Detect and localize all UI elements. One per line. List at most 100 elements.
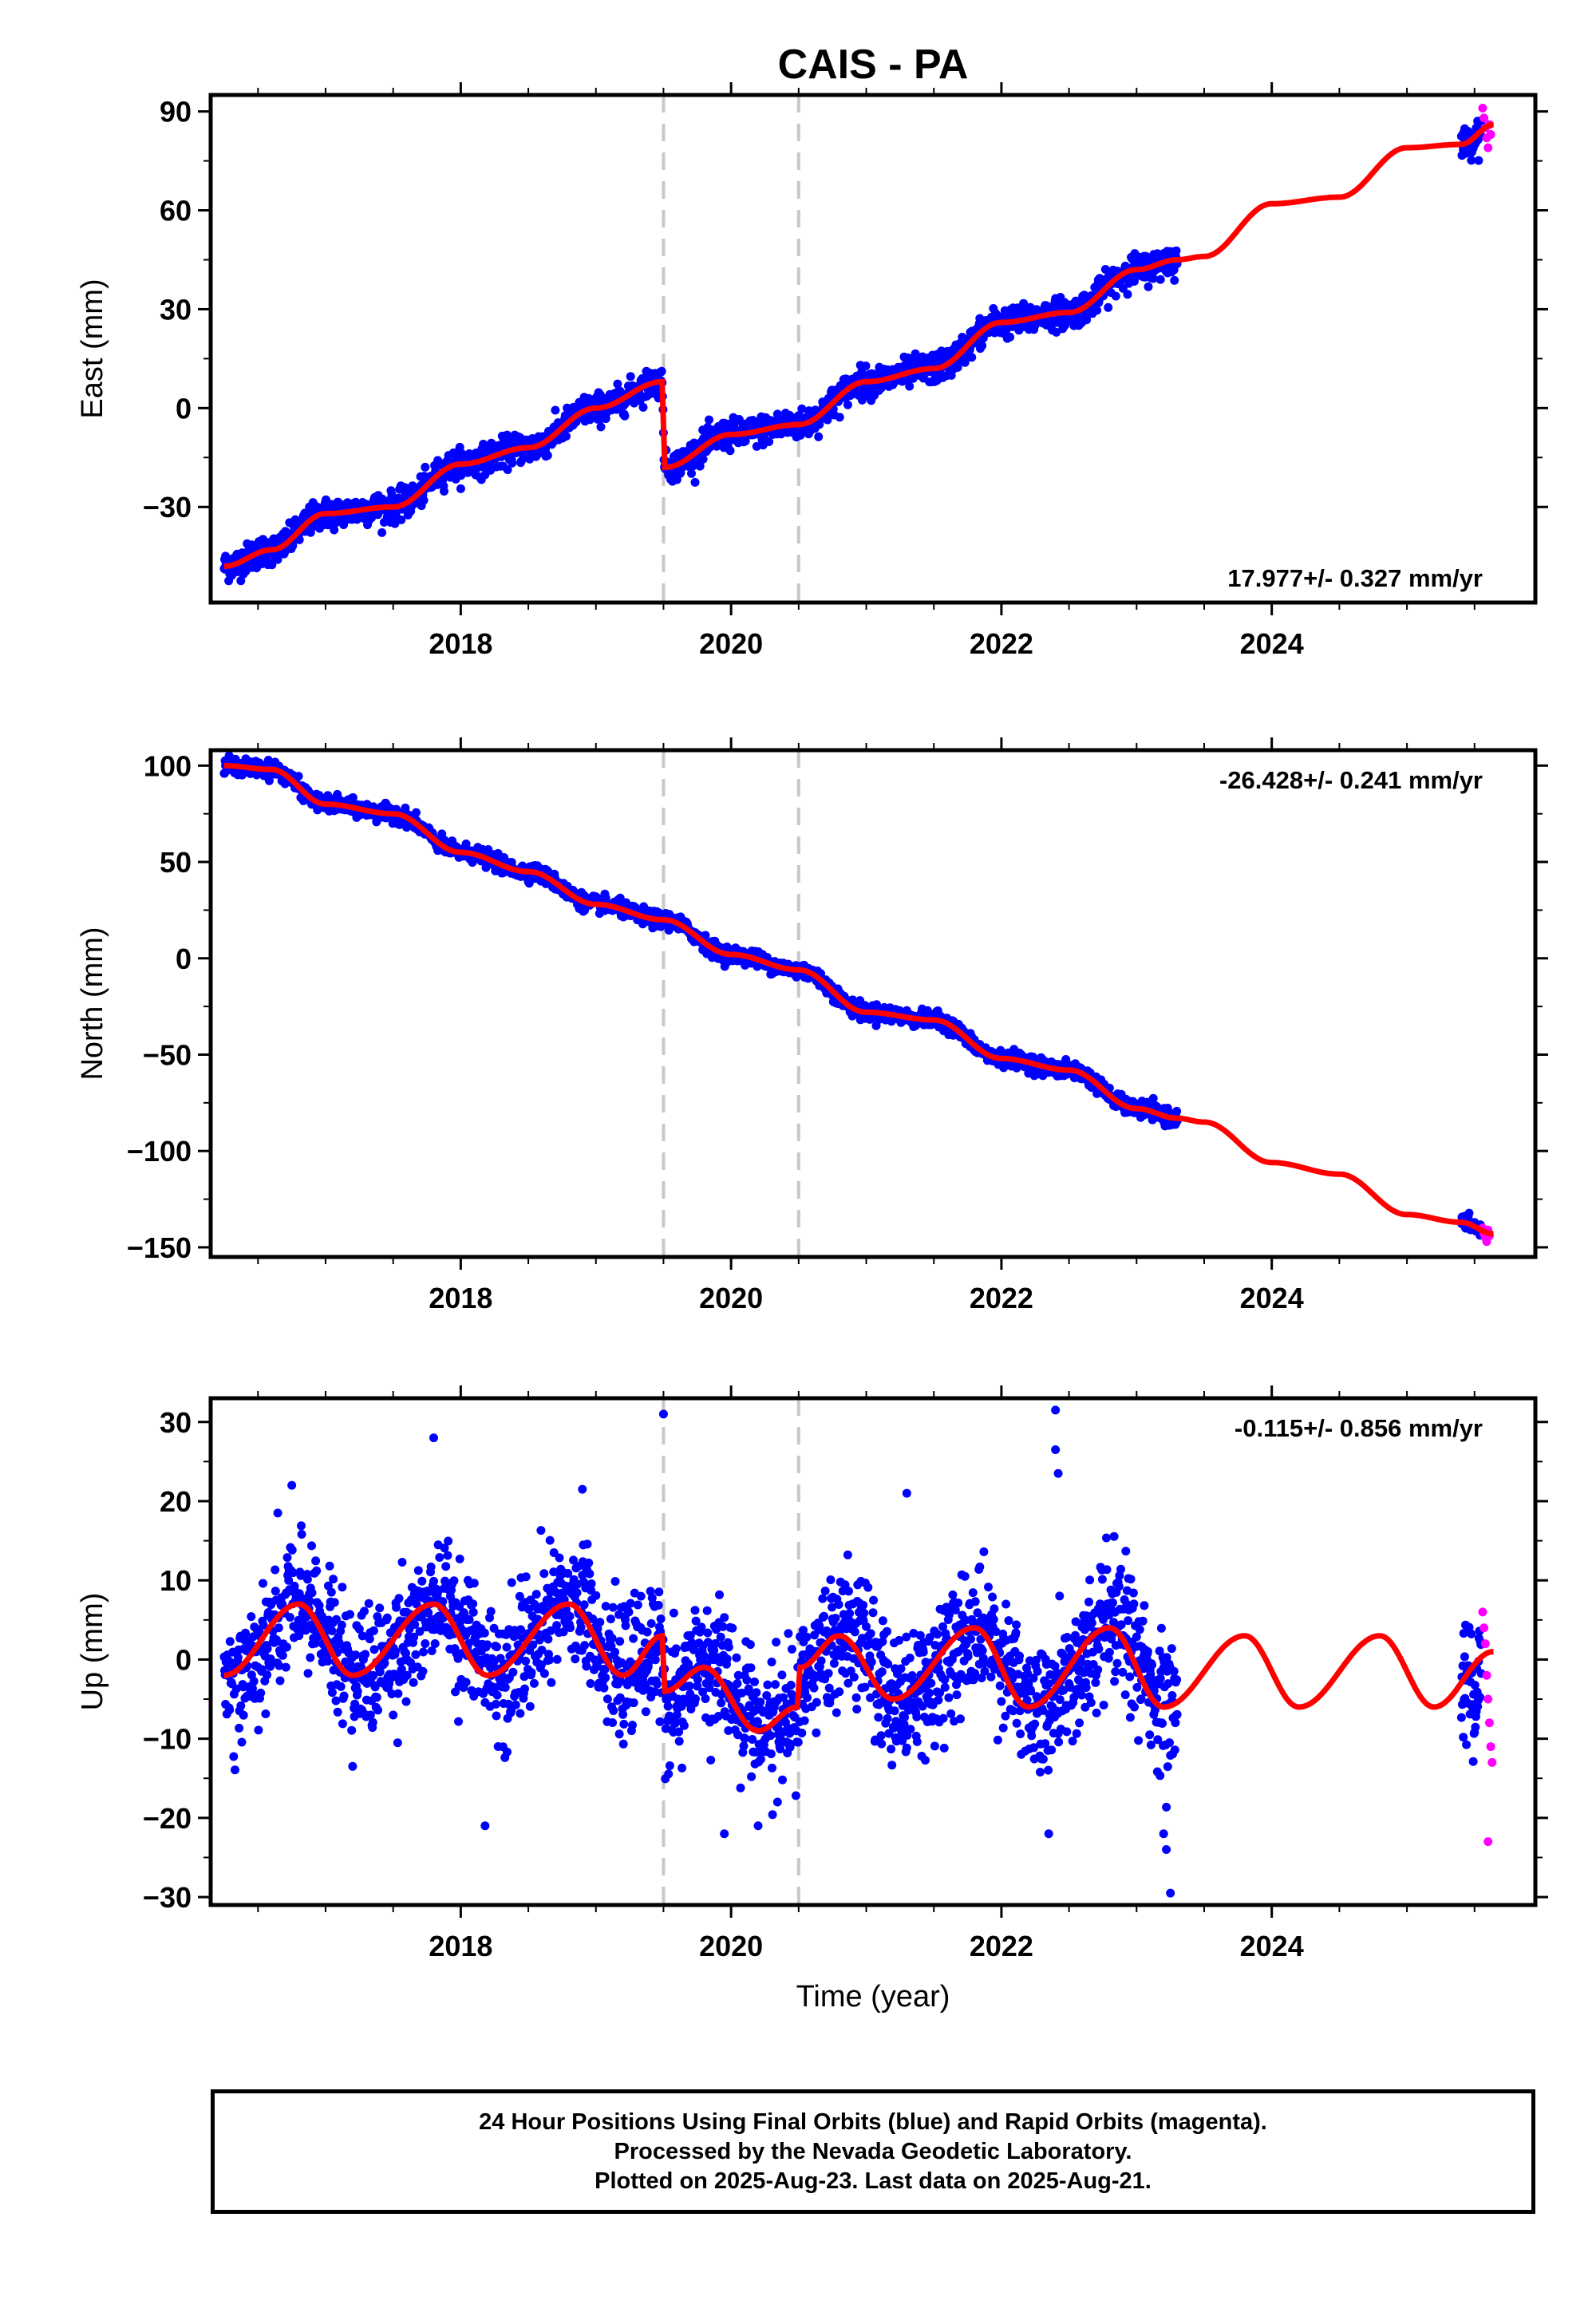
data-point — [1171, 246, 1181, 255]
data-point — [380, 1658, 389, 1668]
data-point — [397, 1558, 407, 1567]
data-point — [235, 1723, 244, 1733]
data-point — [409, 1632, 419, 1642]
data-point — [369, 1670, 378, 1680]
data-point — [225, 1705, 235, 1714]
data-point — [241, 1628, 250, 1638]
y-tick-label: −50 — [143, 1038, 192, 1071]
rate-label-east: 17.977+/- 0.327 mm/yr — [1227, 564, 1483, 592]
data-point — [348, 1761, 358, 1771]
data-point — [1148, 1093, 1158, 1103]
data-point — [302, 1575, 312, 1584]
x-tick-label: 2024 — [1240, 1282, 1304, 1314]
y-tick-label: 0 — [176, 943, 192, 975]
data-point — [394, 1594, 404, 1603]
x-axis-label: Time (year) — [796, 1980, 950, 2014]
data-point — [393, 1689, 403, 1698]
data-point — [456, 484, 465, 493]
data-point — [307, 1588, 317, 1598]
data-point — [397, 515, 406, 524]
data-point — [365, 1634, 374, 1644]
data-point — [275, 1661, 284, 1670]
data-point — [329, 1575, 338, 1584]
data-point — [301, 1626, 310, 1635]
data-point — [256, 1688, 266, 1697]
data-point — [1467, 156, 1476, 165]
data-point — [259, 1579, 267, 1588]
data-point — [285, 1613, 294, 1622]
data-point — [330, 1598, 339, 1607]
data-point — [325, 1561, 334, 1571]
data-point — [426, 1562, 436, 1571]
data-point — [1005, 332, 1015, 342]
data-point — [353, 1686, 362, 1696]
data-point — [370, 1682, 380, 1692]
data-point — [294, 772, 303, 781]
data-point — [282, 1642, 291, 1652]
data-point — [967, 353, 977, 362]
data-point — [410, 1620, 420, 1629]
data-point — [419, 1647, 428, 1657]
data-point — [339, 1691, 349, 1701]
model-curve-north — [223, 762, 1494, 1237]
data-point — [764, 437, 774, 446]
data-point — [264, 776, 274, 785]
final-orbit-points-up — [219, 1405, 1497, 1898]
y-tick-label: 0 — [176, 392, 192, 425]
data-point — [331, 1696, 341, 1705]
data-point — [287, 1545, 297, 1555]
data-point — [266, 1654, 275, 1664]
data-point — [297, 1530, 306, 1539]
data-point — [323, 1657, 333, 1666]
data-point — [401, 1697, 411, 1706]
data-point — [1148, 274, 1158, 283]
data-point — [430, 1639, 440, 1648]
data-point — [274, 1623, 283, 1633]
data-point — [701, 931, 710, 940]
rapid-point — [1479, 113, 1489, 123]
data-point — [236, 1701, 246, 1710]
data-point — [978, 334, 988, 343]
data-point — [236, 576, 246, 586]
data-point — [288, 1568, 298, 1578]
data-point — [1111, 291, 1120, 301]
plot-frame-east — [208, 93, 1538, 605]
data-point — [261, 1709, 271, 1718]
data-point — [365, 1710, 375, 1720]
data-point — [1156, 275, 1165, 284]
y-tick-label: 60 — [160, 195, 192, 227]
data-point — [389, 1710, 398, 1720]
data-point — [390, 519, 400, 528]
data-point — [687, 468, 696, 478]
data-point — [307, 1541, 316, 1551]
data-point — [247, 1612, 256, 1622]
y-axis-label-east: East (mm) — [76, 279, 109, 418]
data-point — [443, 1551, 452, 1560]
x-tick-label: 2018 — [429, 627, 492, 660]
data-point — [1474, 156, 1483, 165]
data-point — [419, 496, 429, 505]
data-point — [373, 1705, 382, 1715]
data-point — [1144, 282, 1153, 291]
data-point — [613, 379, 622, 389]
data-point — [401, 1649, 410, 1658]
x-tick-label: 2020 — [699, 627, 763, 660]
data-point — [392, 1603, 401, 1612]
model-curve-east — [223, 121, 1494, 570]
data-point — [585, 415, 595, 425]
data-point — [435, 1553, 444, 1562]
data-point — [364, 1599, 373, 1608]
data-point — [421, 1639, 430, 1648]
data-point — [626, 372, 635, 381]
data-point — [327, 1688, 337, 1697]
data-point — [267, 560, 277, 570]
data-point — [543, 451, 552, 460]
data-point — [387, 1690, 397, 1698]
data-point — [263, 1670, 272, 1680]
data-point — [905, 381, 915, 391]
data-point — [305, 1596, 314, 1606]
